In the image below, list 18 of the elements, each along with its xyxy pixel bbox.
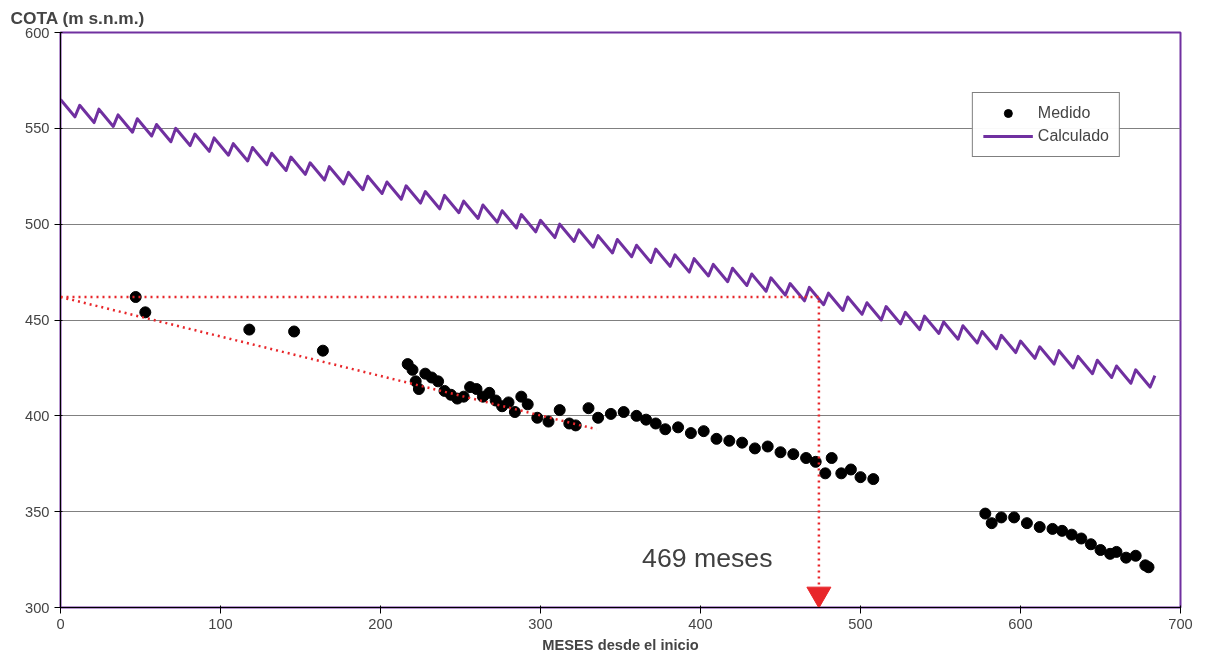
x-tick-label: 700 <box>1168 615 1193 632</box>
x-tick-label: 300 <box>528 615 553 632</box>
legend-label: Calculado <box>1037 127 1109 145</box>
y-tick-label: 550 <box>25 120 50 137</box>
x-tick-label: 200 <box>368 615 393 632</box>
y-tick-label: 450 <box>25 312 50 328</box>
x-axis-title: MESES desde el inicio <box>542 636 699 653</box>
annotation: 469 meses <box>642 543 773 573</box>
x-tick-label: 500 <box>848 615 873 632</box>
y-tick-label: 400 <box>25 407 50 424</box>
y-tick-label: 350 <box>25 503 50 520</box>
x-tick-label: 0 <box>56 615 65 632</box>
x-tick-label: 600 <box>1008 615 1033 632</box>
x-tick-label: 400 <box>688 615 713 632</box>
x-tick-label: 100 <box>208 615 233 632</box>
legend-label: Medido <box>1037 104 1091 122</box>
y-tick-label: 300 <box>25 599 50 616</box>
y-tick-label: 500 <box>25 216 50 233</box>
